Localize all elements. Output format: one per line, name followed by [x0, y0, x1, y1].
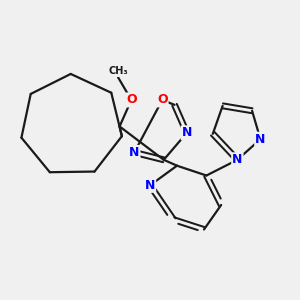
Text: N: N — [255, 133, 266, 146]
Text: N: N — [232, 153, 242, 166]
Text: N: N — [129, 146, 140, 159]
Text: N: N — [182, 126, 192, 139]
Text: O: O — [126, 93, 137, 106]
Text: CH₃: CH₃ — [108, 67, 128, 76]
Text: N: N — [145, 179, 155, 192]
Text: O: O — [157, 93, 168, 106]
